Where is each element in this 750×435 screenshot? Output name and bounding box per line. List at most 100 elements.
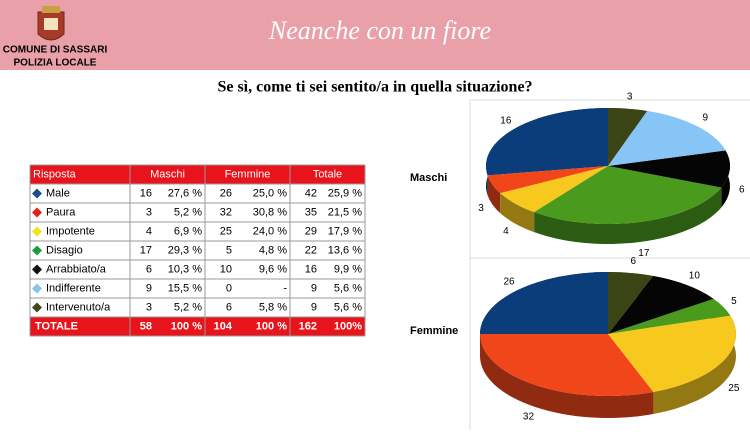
cell: 42 xyxy=(305,187,317,199)
table: Risposta Maschi Femmine Totale Male 16 27,6 % 2… xyxy=(29,164,366,337)
pie-slice xyxy=(608,108,647,166)
cell: 16 xyxy=(140,187,152,199)
pie-slice xyxy=(534,166,722,224)
cell: 9 xyxy=(311,282,317,294)
cell: 17 xyxy=(140,244,152,256)
value-label: 5 xyxy=(731,296,737,307)
question: Se sì, come ti sei sentito/a in quella s… xyxy=(217,79,532,96)
column-header: Femmine xyxy=(225,168,271,180)
cell: 21,5 % xyxy=(328,206,362,218)
pie-slice xyxy=(480,272,608,334)
value-label: 9 xyxy=(703,113,709,124)
cell: 9,9 % xyxy=(334,263,362,275)
value-label: 25 xyxy=(728,383,740,394)
cell: 35 xyxy=(305,206,317,218)
cell: 17,9 % xyxy=(328,225,362,237)
pie-slice xyxy=(487,166,608,194)
row-label: Intervenuto/a xyxy=(46,301,111,313)
row-label: Paura xyxy=(46,206,76,218)
cell: 9 xyxy=(311,301,317,313)
row-label: Male xyxy=(46,187,70,199)
cell: 5 xyxy=(226,244,232,256)
cell: 3 xyxy=(146,206,152,218)
column-header: Risposta xyxy=(33,168,77,180)
cell: 32 xyxy=(220,206,232,218)
row-label: Impotente xyxy=(46,225,95,237)
cell: 25,0 % xyxy=(253,187,287,199)
row-label: TOTALE xyxy=(35,320,78,332)
cell: 5,6 % xyxy=(334,282,362,294)
marker xyxy=(32,283,42,294)
cell: 24,0 % xyxy=(253,225,287,237)
cell: 4,8 % xyxy=(259,244,287,256)
cell: 22 xyxy=(305,244,317,256)
cell: 29 xyxy=(305,225,317,237)
cell: 58 xyxy=(140,320,152,332)
marker xyxy=(32,264,42,275)
cell: 104 xyxy=(214,320,233,332)
pie-side xyxy=(500,193,535,233)
pie-slice xyxy=(480,334,654,396)
org-line: COMUNE DI SASSARI xyxy=(3,45,108,56)
pie-slice xyxy=(608,272,654,334)
pie-slice xyxy=(608,315,737,392)
cell: 3 xyxy=(146,301,152,313)
pie-side xyxy=(534,187,722,244)
cell: 6,9 % xyxy=(174,225,202,237)
value-label: 3 xyxy=(627,92,633,103)
total-row xyxy=(30,317,365,336)
row-label: Indifferente xyxy=(46,282,101,294)
pie-slice xyxy=(500,166,608,213)
pie-slice xyxy=(486,108,608,176)
cell: 162 xyxy=(299,320,317,332)
pie-slice xyxy=(608,150,731,188)
marker xyxy=(32,207,42,218)
header-title: Neanche con un fiore xyxy=(268,16,491,45)
pie-title: Femmine xyxy=(410,325,458,337)
cell: 10 xyxy=(220,263,232,275)
cell: 5,8 % xyxy=(259,301,287,313)
marker xyxy=(32,188,42,199)
cell: 25,9 % xyxy=(328,187,362,199)
cell: 5,6 % xyxy=(334,301,362,313)
cell: 100% xyxy=(334,320,362,332)
value-label: 17 xyxy=(638,248,650,259)
marker xyxy=(32,245,42,256)
marker xyxy=(32,226,42,237)
value-label: 6 xyxy=(630,256,636,267)
cell: 16 xyxy=(305,263,317,275)
cell: 25 xyxy=(220,225,232,237)
cell: 5,2 % xyxy=(174,206,202,218)
pie-title: Maschi xyxy=(410,172,447,184)
column-header: Maschi xyxy=(150,168,185,180)
value-label: 26 xyxy=(503,276,515,287)
cell: 29,3 % xyxy=(168,244,202,256)
value-label: 4 xyxy=(503,226,509,237)
cell: 9 xyxy=(146,282,152,294)
logo xyxy=(37,6,65,41)
cell: 26 xyxy=(220,187,232,199)
pie-slice xyxy=(608,276,714,334)
cell: 5,2 % xyxy=(174,301,202,313)
cell: 4 xyxy=(146,225,152,237)
column-header: Totale xyxy=(313,168,342,180)
pie-side xyxy=(653,315,737,414)
pie-slice xyxy=(608,298,731,334)
cell: 100 % xyxy=(171,320,202,332)
cell: 13,6 % xyxy=(328,244,362,256)
pie-slice xyxy=(608,111,726,166)
header-row xyxy=(30,165,365,184)
cell: 27,6 % xyxy=(168,187,202,199)
cell: 0 xyxy=(226,282,232,294)
pie-side xyxy=(480,334,654,418)
marker xyxy=(32,302,42,313)
cell: 10,3 % xyxy=(168,263,202,275)
value-label: 16 xyxy=(500,115,512,126)
value-label: 6 xyxy=(739,184,745,195)
cell: 6 xyxy=(146,263,152,275)
cell: 100 % xyxy=(256,320,287,332)
cell: 6 xyxy=(226,301,232,313)
row-label: Disagio xyxy=(46,244,83,256)
